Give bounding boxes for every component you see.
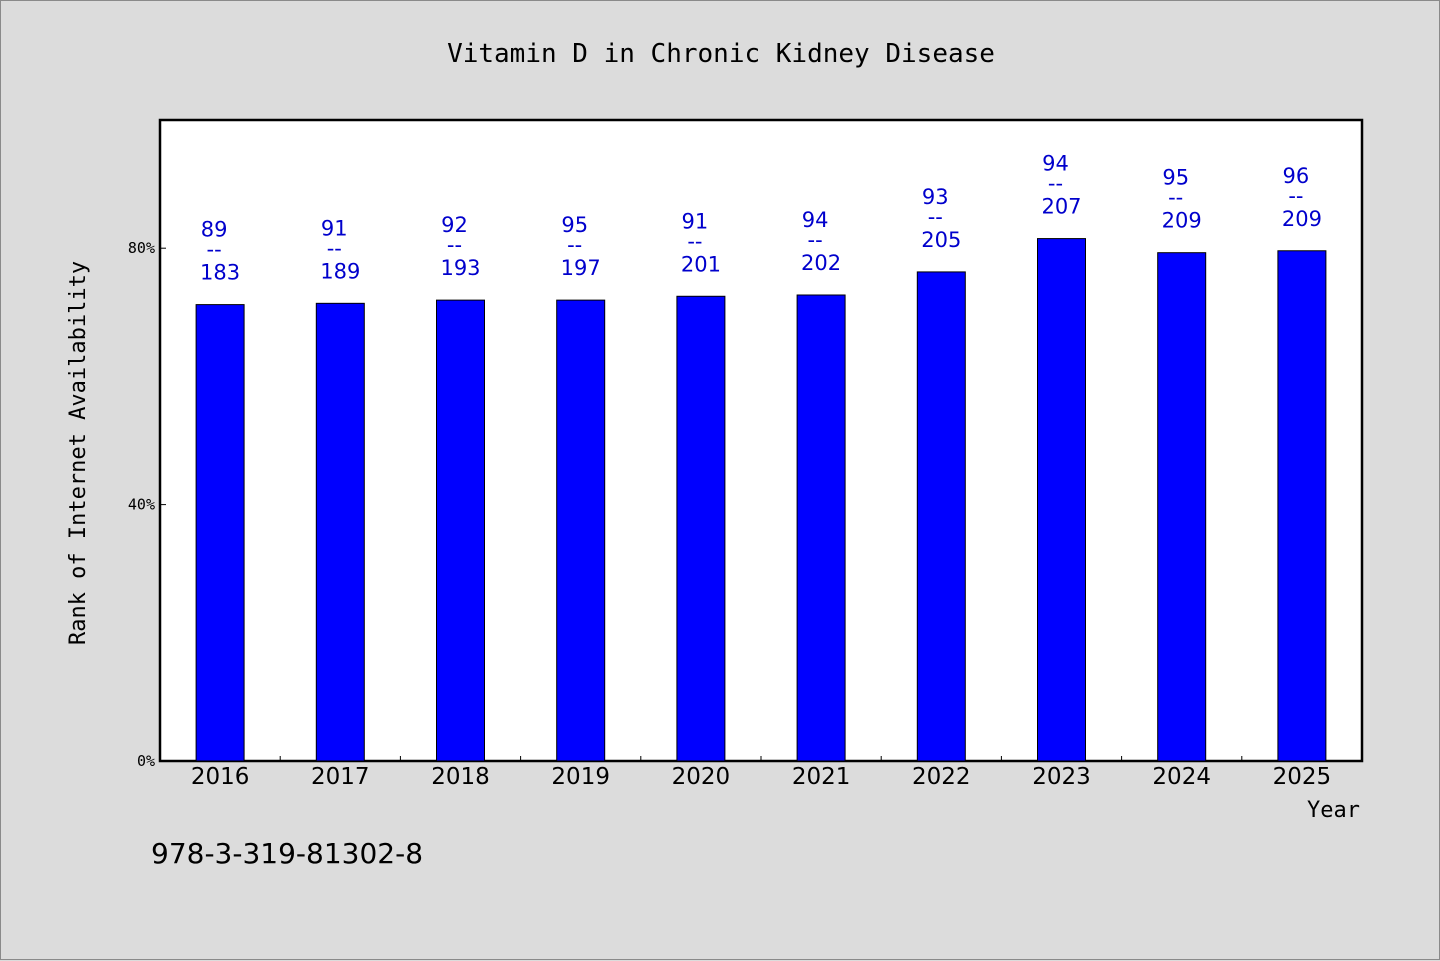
- bar-2016: [195, 304, 245, 762]
- isbn-label: 978-3-319-81302-8: [151, 837, 424, 870]
- bar-2019: [556, 299, 606, 762]
- x-axis: 2016 2017 2018 2019 2020 2021 2022 2023 2024 2025: [191, 756, 1331, 790]
- data-label-denominator-2019: 197: [561, 256, 601, 280]
- x-tick-label-2016: 2016: [191, 764, 250, 790]
- y-tick-label-80: 80%: [128, 239, 155, 257]
- data-label-denominator-2023: 207: [1041, 195, 1081, 219]
- data-label-numerator-2017: 91: [321, 216, 348, 240]
- data-label-separator-2019: --: [567, 233, 582, 257]
- chart-title: Vitamin D in Chronic Kidney Disease: [447, 39, 995, 69]
- data-label-separator-2021: --: [808, 228, 823, 252]
- bar-2018: [436, 299, 485, 762]
- x-tick-label-2023: 2023: [1032, 764, 1091, 790]
- data-label-denominator-2022: 205: [921, 228, 961, 252]
- data-label-denominator-2024: 209: [1162, 209, 1202, 233]
- x-tick-label-2024: 2024: [1152, 764, 1211, 790]
- data-labels-group: 89--18391--18992--19395--19791--20194--2…: [200, 152, 1322, 285]
- bar-2024: [1157, 252, 1207, 762]
- data-label-numerator-2023: 94: [1042, 152, 1069, 176]
- x-axis-title: Year: [1307, 798, 1360, 823]
- bars-group: [195, 238, 1327, 762]
- data-label-denominator-2018: 193: [440, 256, 480, 280]
- x-tick-label-2022: 2022: [912, 764, 971, 790]
- data-label-separator-2017: --: [327, 236, 342, 260]
- data-label-denominator-2021: 202: [801, 251, 841, 275]
- bar-2020: [676, 295, 726, 762]
- data-label-separator-2025: --: [1288, 184, 1303, 208]
- y-tick-label-0: 0%: [137, 752, 155, 770]
- data-label-numerator-2021: 94: [802, 208, 829, 232]
- bar-2021: [796, 294, 846, 762]
- x-tick-label-2018: 2018: [431, 764, 490, 790]
- x-tick-label-2021: 2021: [792, 764, 851, 790]
- bar-2023: [1037, 238, 1086, 762]
- data-label-separator-2018: --: [447, 233, 462, 257]
- bar-2025: [1277, 250, 1327, 762]
- bar-2017: [315, 302, 365, 762]
- data-label-denominator-2016: 183: [200, 261, 240, 285]
- data-label-separator-2023: --: [1048, 172, 1063, 196]
- x-tick-label-2019: 2019: [551, 764, 610, 790]
- data-label-separator-2022: --: [928, 205, 943, 229]
- data-label-numerator-2018: 92: [441, 213, 468, 237]
- x-tick-label-2025: 2025: [1273, 764, 1332, 790]
- data-label-denominator-2020: 201: [681, 252, 721, 276]
- data-label-numerator-2022: 93: [922, 185, 949, 209]
- x-tick-label-2017: 2017: [311, 764, 370, 790]
- x-tick-label-2020: 2020: [672, 764, 731, 790]
- y-axis: 0% 40% 80%: [128, 239, 166, 770]
- data-label-separator-2024: --: [1168, 186, 1183, 210]
- data-label-numerator-2019: 95: [561, 213, 588, 237]
- data-label-numerator-2016: 89: [201, 218, 228, 242]
- data-label-separator-2016: --: [207, 238, 222, 262]
- data-label-numerator-2024: 95: [1162, 166, 1189, 190]
- y-tick-label-40: 40%: [128, 496, 155, 514]
- bar-2022: [916, 271, 966, 762]
- data-label-denominator-2017: 189: [320, 259, 360, 283]
- data-label-numerator-2020: 91: [682, 209, 709, 233]
- data-label-separator-2020: --: [687, 229, 702, 253]
- data-label-numerator-2025: 96: [1283, 164, 1310, 188]
- y-axis-title: Rank of Internet Availability: [66, 261, 91, 645]
- data-label-denominator-2025: 209: [1282, 207, 1322, 231]
